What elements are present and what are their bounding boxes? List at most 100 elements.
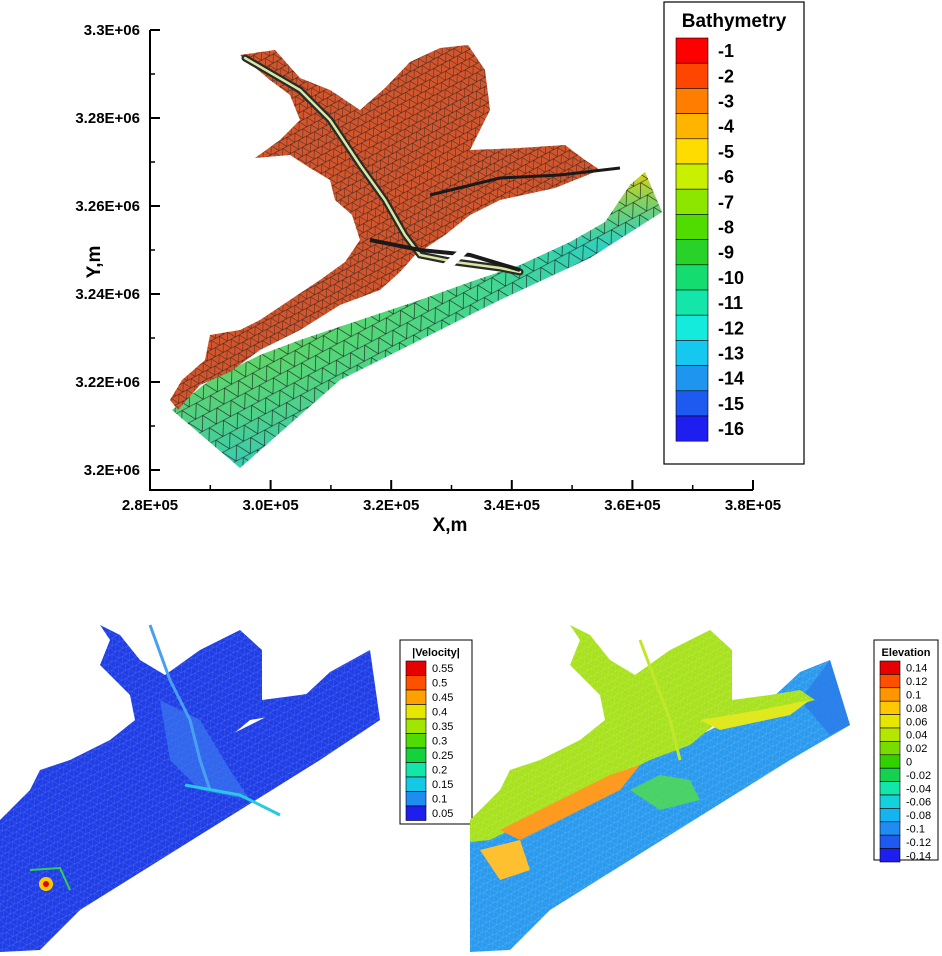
- legend-label: -12: [718, 318, 744, 338]
- legend-swatch: [675, 188, 709, 215]
- legend-label: 0.1: [906, 689, 921, 701]
- legend-label: 0.08: [906, 703, 927, 715]
- legend-swatch: [675, 113, 709, 140]
- y-tick-label: 3.24E+06: [75, 286, 140, 303]
- legend-swatch: [879, 754, 901, 769]
- legend-label: -0.14: [906, 850, 931, 862]
- bathymetry-legend: -1 -2 -3 -4 -5 -6 -7 -8 -9 -10 -11 -12 -13 -14 -15 -16: [675, 37, 744, 442]
- legend-swatch: [675, 365, 709, 392]
- legend-swatch: [879, 741, 901, 756]
- legend-label: 0.1: [432, 794, 447, 806]
- legend-label: 0.02: [906, 743, 927, 755]
- legend-label: -5: [718, 142, 734, 162]
- legend-swatch: [879, 834, 901, 849]
- legend-swatch: [675, 264, 709, 291]
- legend-label: -0.12: [906, 837, 931, 849]
- legend-label: -13: [718, 343, 744, 363]
- legend-swatch: [675, 37, 709, 64]
- legend-label: 0.45: [432, 692, 453, 704]
- x-tick-label: 3.6E+05: [604, 497, 660, 514]
- x-tick-label: 2.8E+05: [122, 497, 178, 514]
- legend-label: -0.04: [906, 783, 931, 795]
- legend-swatch: [879, 714, 901, 729]
- y-axis-title: Y,m: [84, 246, 105, 279]
- legend-label: -7: [718, 192, 734, 212]
- x-tick-label: 3.2E+05: [363, 497, 419, 514]
- legend-swatch: [675, 138, 709, 165]
- legend-label: -0.02: [906, 770, 931, 782]
- y-tick-label: 3.22E+06: [75, 374, 140, 391]
- velocity-legend: 0.55 0.5 0.45 0.4 0.35 0.3 0.25 0.2 0.15 0.1 0.05: [405, 660, 453, 821]
- velocity-plot: |Velocity| 0.550.50.450.40.350.30.250.20…: [0, 624, 473, 952]
- x-axis-ticks: 2.8E+05 3.0E+05 3.2E+05 3.4E+05 3.6E+05 3.8E+…: [122, 480, 781, 514]
- legend-label: -0.08: [906, 810, 931, 822]
- legend-label: 0.04: [906, 730, 927, 742]
- legend-label: 0.4: [432, 707, 447, 719]
- legend-swatch: [675, 239, 709, 266]
- legend-swatch: [405, 704, 427, 720]
- x-tick-label: 3.8E+05: [725, 497, 781, 514]
- legend-label: -16: [718, 419, 744, 439]
- legend-swatch: [405, 747, 427, 763]
- legend-swatch: [879, 700, 901, 715]
- x-tick-label: 3.0E+05: [242, 497, 298, 514]
- legend-swatch: [405, 776, 427, 792]
- bathymetry-plot: 3.2E+06 3.22E+06 3.24E+06 3.26E+06 3.28E+06 3…: [75, 1, 805, 536]
- legend-swatch: [675, 289, 709, 316]
- legend-swatch: [675, 88, 709, 114]
- x-axis-title: X,m: [433, 515, 468, 536]
- legend-swatch: [675, 314, 709, 341]
- legend-swatch: [879, 767, 901, 782]
- legend-swatch: [675, 163, 709, 190]
- legend-label: 0.05: [432, 808, 453, 820]
- legend-label: 0.35: [432, 721, 453, 733]
- legend-swatch: [675, 62, 709, 89]
- elevation-legend-title: Elevation: [882, 647, 931, 659]
- legend-label: -11: [718, 293, 743, 313]
- legend-label: 0.06: [906, 716, 927, 728]
- y-tick-label: 3.3E+06: [84, 22, 140, 39]
- legend-label: -6: [718, 167, 734, 187]
- elevation-plot: Elevation 0.140.120.1 0.080.06 0.040.020 -0…: [470, 625, 939, 952]
- legend-swatch: [675, 415, 709, 442]
- legend-swatch: [675, 214, 709, 240]
- legend-swatch: [879, 687, 901, 702]
- y-axis-ticks: 3.2E+06 3.22E+06 3.24E+06 3.26E+06 3.28E+06 3…: [75, 22, 160, 479]
- legend-swatch: [879, 848, 901, 863]
- legend-swatch: [405, 675, 427, 691]
- legend-label: 0.14: [906, 663, 927, 675]
- y-tick-label: 3.26E+06: [75, 198, 140, 215]
- legend-swatch: [675, 340, 709, 366]
- legend-swatch: [879, 821, 901, 836]
- legend-swatch: [879, 794, 901, 809]
- legend-label: 0.25: [432, 750, 453, 762]
- legend-label: -15: [718, 394, 744, 414]
- legend-label: 0.2: [432, 765, 447, 777]
- legend-swatch: [405, 805, 427, 821]
- legend-label: -0.1: [906, 823, 925, 835]
- legend-swatch: [405, 660, 427, 676]
- legend-label: -10: [718, 268, 744, 288]
- legend-label: 0: [906, 756, 912, 768]
- legend-swatch: [405, 689, 427, 705]
- legend-label: -3: [718, 91, 734, 111]
- y-tick-label: 3.28E+06: [75, 110, 140, 127]
- legend-swatch: [879, 660, 901, 675]
- legend-label: 0.5: [432, 678, 447, 690]
- legend-swatch: [879, 781, 901, 796]
- legend-swatch: [405, 791, 427, 807]
- legend-swatch: [879, 674, 901, 689]
- legend-label: -14: [718, 369, 744, 389]
- legend-swatch: [879, 808, 901, 823]
- legend-label: 0.55: [432, 663, 453, 675]
- y-tick-label: 3.2E+06: [84, 462, 140, 479]
- legend-label: -9: [718, 243, 734, 263]
- legend-swatch: [675, 390, 709, 417]
- legend-swatch: [405, 718, 427, 734]
- legend-swatch: [879, 727, 901, 742]
- legend-label: 0.3: [432, 736, 447, 748]
- legend-label: 0.12: [906, 676, 927, 688]
- legend-label: -8: [718, 217, 734, 237]
- legend-label: 0.15: [432, 779, 453, 791]
